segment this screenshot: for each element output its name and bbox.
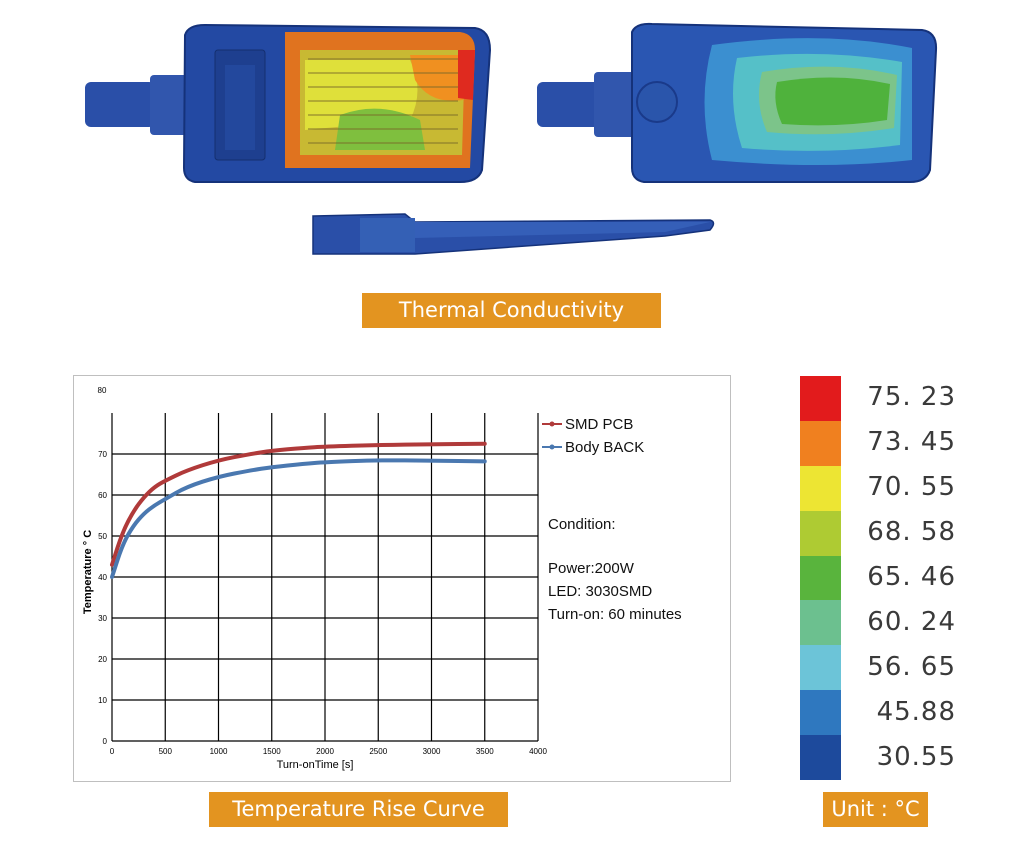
thermal-render-side bbox=[312, 213, 715, 255]
y-tick-label: 0 bbox=[103, 737, 108, 746]
y-axis-label: Temperature ° C bbox=[82, 530, 94, 614]
x-tick-label: 1000 bbox=[210, 747, 228, 756]
temperature-color-scale bbox=[800, 376, 841, 781]
color-scale-segment bbox=[800, 420, 841, 467]
color-scale-label: 68. 58 bbox=[867, 517, 956, 548]
temperature-rise-curve-banner: Temperature Rise Curve bbox=[209, 792, 508, 827]
x-tick-label: 0 bbox=[110, 747, 115, 756]
legend-label: SMD PCB bbox=[565, 416, 633, 433]
x-tick-label: 1500 bbox=[263, 747, 281, 756]
color-scale-label: 45.88 bbox=[876, 696, 956, 727]
x-tick-label: 3500 bbox=[476, 747, 494, 756]
y-tick-label: 50 bbox=[98, 532, 107, 541]
y-tick-label: 70 bbox=[98, 450, 107, 459]
thermal-conductivity-banner: Thermal Conductivity bbox=[362, 293, 661, 328]
legend-marker bbox=[549, 421, 555, 427]
color-scale-label: 75. 23 bbox=[867, 382, 956, 413]
unit-banner: Unit : °C bbox=[823, 792, 928, 827]
legend-marker bbox=[549, 444, 555, 450]
color-scale-segment bbox=[800, 600, 841, 646]
y-tick-label: 60 bbox=[98, 491, 107, 500]
y-tick-label: 10 bbox=[98, 696, 107, 705]
color-scale-segment bbox=[800, 645, 841, 691]
condition-title: Condition: bbox=[548, 516, 616, 533]
color-scale-segment bbox=[800, 735, 841, 781]
color-scale-label: 30.55 bbox=[876, 741, 956, 772]
color-scale-segment bbox=[800, 690, 841, 736]
chart-canvas: 0 500 1000 1500 2000 2500 3000 3500 4000 0 10 20 30 4… bbox=[82, 386, 644, 771]
temperature-rise-chart: 0 500 1000 1500 2000 2500 3000 3500 4000 0 10 20 30 4… bbox=[73, 375, 731, 782]
color-scale-label: 73. 45 bbox=[867, 427, 956, 458]
x-axis-label: Turn-onTime [s] bbox=[277, 759, 354, 771]
x-tick-label: 500 bbox=[159, 747, 173, 756]
color-scale-segment bbox=[800, 555, 841, 601]
y-tick-label: 40 bbox=[98, 573, 107, 582]
thermal-render-back bbox=[537, 22, 938, 183]
color-scale-label: 70. 55 bbox=[867, 472, 956, 503]
x-tick-label: 4000 bbox=[529, 747, 547, 756]
x-tick-label: 2500 bbox=[369, 747, 387, 756]
series-line-smd-pcb bbox=[110, 441, 487, 567]
color-scale-label: 56. 65 bbox=[867, 651, 956, 682]
color-scale-segment bbox=[800, 465, 841, 512]
condition-turn-on: Turn-on: 60 minutes bbox=[548, 606, 682, 623]
x-tick-label: 3000 bbox=[423, 747, 441, 756]
series-line-body-back bbox=[110, 458, 487, 579]
thermal-render-front bbox=[85, 23, 492, 183]
color-scale-label: 65. 46 bbox=[867, 562, 956, 592]
color-scale-segment bbox=[800, 376, 841, 422]
legend-label: Body BACK bbox=[565, 439, 644, 456]
y-tick-label: 30 bbox=[98, 614, 107, 623]
condition-led: LED: 3030SMD bbox=[548, 583, 653, 600]
condition-power: Power:200W bbox=[548, 560, 634, 577]
y-tick-label: 20 bbox=[98, 655, 107, 664]
y-tick-label: 80 bbox=[98, 386, 107, 395]
x-tick-label: 2000 bbox=[316, 747, 334, 756]
color-scale-label: 60. 24 bbox=[867, 606, 956, 637]
color-scale-segment bbox=[800, 510, 841, 557]
